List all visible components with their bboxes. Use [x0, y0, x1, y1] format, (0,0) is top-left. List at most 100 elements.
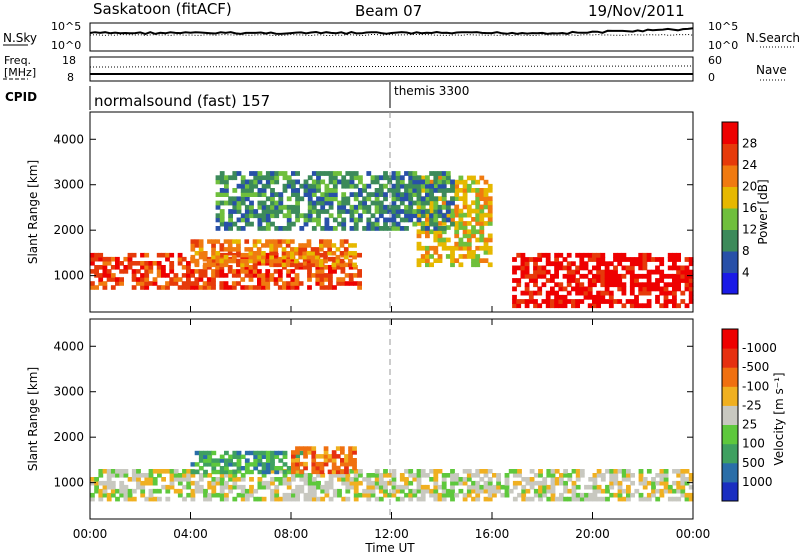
- data-cell: [227, 269, 233, 274]
- data-cell: [638, 252, 644, 258]
- data-cell: [583, 286, 589, 292]
- data-cell: [395, 196, 401, 202]
- data-cell: [362, 477, 367, 482]
- data-cell: [98, 473, 104, 478]
- data-cell: [416, 209, 422, 214]
- data-cell: [420, 196, 426, 202]
- data-cell: [320, 192, 326, 197]
- power-colorbar-label: Power [dB]: [756, 179, 770, 244]
- data-cell: [303, 465, 308, 471]
- data-cell: [366, 488, 372, 494]
- data-cell: [282, 450, 288, 456]
- data-cell: [366, 217, 372, 223]
- data-cell: [253, 466, 259, 471]
- data-cell: [249, 213, 254, 219]
- data-cell: [224, 221, 229, 227]
- data-cell: [211, 492, 217, 498]
- data-cell: [332, 285, 337, 290]
- data-cell: [378, 183, 384, 189]
- data-cell: [140, 488, 146, 494]
- data-cell: [550, 273, 555, 279]
- data-cell: [211, 462, 217, 467]
- data-cell: [445, 254, 451, 259]
- data-cell: [349, 183, 355, 189]
- data-cell: [215, 492, 221, 498]
- data-cell: [169, 477, 175, 482]
- data-cell: [425, 245, 430, 251]
- data-cell: [102, 469, 108, 474]
- data-cell: [550, 492, 556, 498]
- data-cell: [550, 477, 556, 482]
- data-cell: [471, 175, 476, 181]
- noise-left-label: N.Sky: [3, 31, 37, 45]
- data-cell: [362, 183, 367, 189]
- data-cell: [328, 496, 334, 502]
- colorbar-swatch: [722, 143, 738, 166]
- data-cell: [450, 221, 455, 227]
- data-cell: [408, 200, 414, 206]
- data-cell: [663, 294, 669, 300]
- data-cell: [504, 492, 510, 498]
- data-cell: [265, 204, 271, 210]
- noise-panel: N.Sky 10^5 10^0 10^5 10^0 N.Search: [3, 20, 800, 52]
- data-cell: [320, 209, 326, 214]
- data-cell: [387, 179, 393, 185]
- data-cell: [269, 247, 274, 252]
- data-cell: [211, 477, 217, 482]
- data-cell: [165, 281, 170, 286]
- data-cell: [538, 480, 543, 486]
- data-cell: [343, 247, 349, 252]
- data-cell: [328, 285, 333, 290]
- data-cell: [374, 192, 380, 197]
- data-cell: [688, 484, 694, 490]
- data-cell: [236, 226, 242, 231]
- data-cell: [608, 299, 614, 304]
- data-cell: [244, 192, 250, 197]
- data-cell: [638, 290, 644, 296]
- data-cell: [236, 269, 241, 274]
- data-cell: [198, 488, 204, 494]
- data-cell: [135, 261, 141, 266]
- data-cell: [307, 188, 313, 193]
- data-cell: [625, 257, 631, 262]
- data-cell: [211, 239, 216, 244]
- data-cell: [273, 243, 279, 248]
- data-cell: [374, 484, 380, 490]
- data-cell: [416, 469, 422, 474]
- data-cell: [186, 469, 192, 474]
- data-cell: [412, 473, 418, 478]
- data-cell: [667, 273, 673, 279]
- data-cell: [265, 277, 271, 282]
- velocity-data-cells: [90, 446, 694, 502]
- data-cell: [186, 269, 191, 274]
- data-cell: [659, 480, 665, 486]
- data-cell: [315, 469, 321, 475]
- data-cell: [102, 484, 108, 490]
- data-cell: [198, 473, 204, 478]
- data-cell: [688, 294, 694, 300]
- data-cell: [320, 179, 326, 185]
- data-cell: [362, 209, 367, 214]
- data-cell: [479, 258, 485, 263]
- data-cell: [311, 171, 317, 176]
- data-cell: [311, 477, 317, 482]
- data-cell: [672, 496, 677, 502]
- data-cell: [475, 196, 481, 201]
- data-cell: [475, 204, 481, 210]
- data-cell: [374, 204, 380, 210]
- data-cell: [203, 454, 208, 459]
- data-cell: [433, 179, 439, 185]
- data-cell: [98, 277, 104, 282]
- nave-tick-bottom: 0: [708, 71, 715, 84]
- data-cell: [240, 477, 246, 482]
- data-cell: [110, 256, 116, 262]
- data-cell: [90, 480, 95, 486]
- data-cell: [327, 454, 333, 459]
- data-cell: [541, 269, 547, 275]
- data-cell: [340, 281, 346, 286]
- data-cell: [341, 226, 347, 231]
- data-cell: [383, 196, 388, 202]
- data-cell: [425, 488, 430, 494]
- data-cell: [203, 488, 208, 494]
- data-cell: [462, 233, 468, 239]
